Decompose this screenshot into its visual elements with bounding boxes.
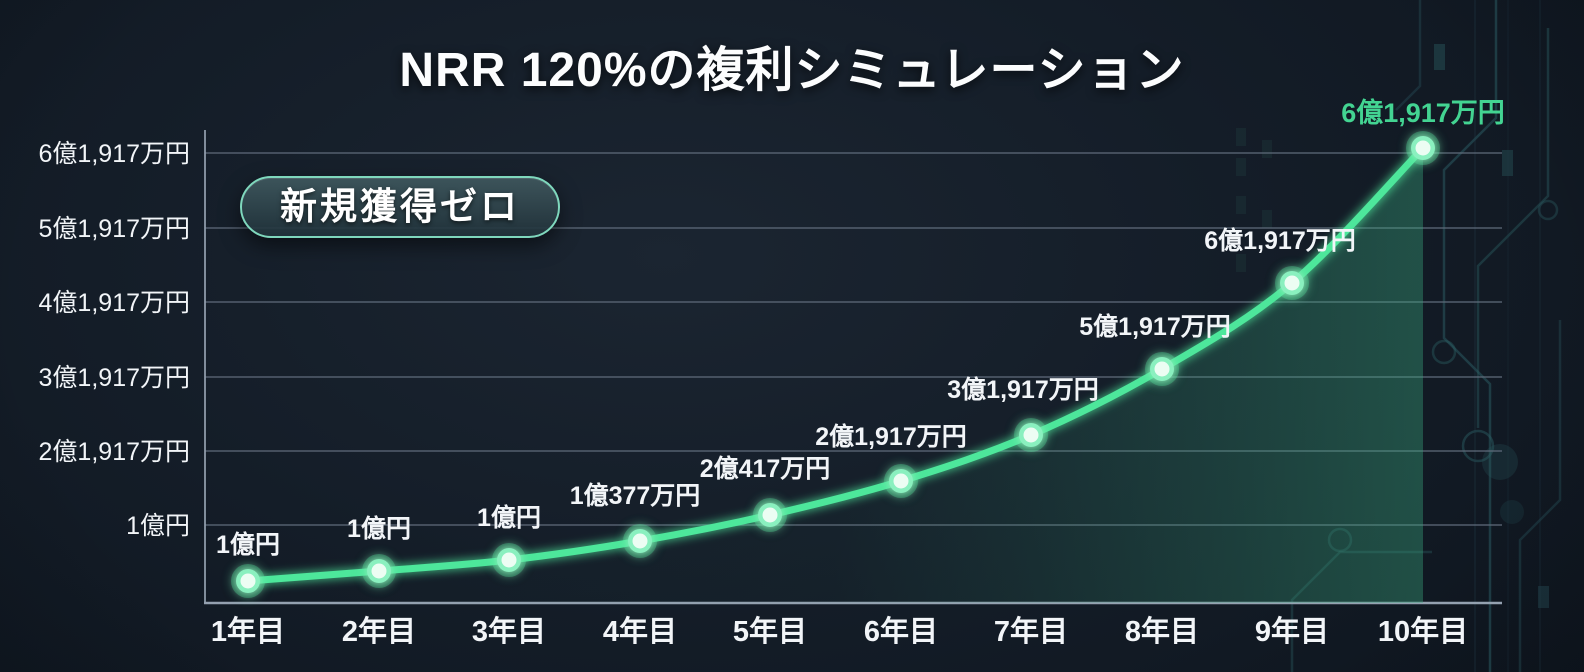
- point-value-label: 2億1,917万円: [815, 422, 966, 451]
- y-axis-tick-label: 2億1,917万円: [39, 438, 190, 466]
- x-axis-label: 7年目: [994, 614, 1068, 648]
- point-value-label: 1億377万円: [570, 481, 701, 510]
- y-axis-tick-label: 6億1,917万円: [39, 140, 190, 168]
- data-points: [231, 131, 1440, 598]
- point-value-label: 5億1,917万円: [1079, 312, 1230, 341]
- zero-new-acquisition-badge: 新規獲得ゼロ: [240, 176, 560, 238]
- x-axis-label: 9年目: [1255, 614, 1329, 648]
- y-axis-tick-label: 3億1,917万円: [39, 364, 190, 392]
- data-point-core: [632, 533, 648, 549]
- y-axis-tick-label: 5億1,917万円: [39, 215, 190, 243]
- x-axis-label: 2年目: [342, 614, 416, 648]
- data-point-core: [1154, 361, 1170, 377]
- data-point-core: [893, 473, 909, 489]
- revenue-area-fill: [248, 148, 1423, 603]
- y-axis-tick-label: 1億円: [126, 512, 190, 540]
- data-point-core: [240, 573, 256, 589]
- point-value-label: 1億円: [347, 514, 411, 543]
- point-value-label: 1億円: [477, 503, 541, 532]
- point-value-label: 1億円: [216, 530, 280, 559]
- point-value-label: 2億417万円: [700, 454, 831, 483]
- x-axis-label: 10年目: [1378, 614, 1468, 648]
- x-axis-label: 1年目: [211, 614, 285, 648]
- revenue-line: [244, 144, 1427, 585]
- x-axis-label: 6年目: [864, 614, 938, 648]
- point-value-label: 6億1,917万円: [1204, 226, 1355, 255]
- x-axis-label: 8年目: [1125, 614, 1199, 648]
- point-value-label: 6億1,917万円: [1341, 98, 1505, 128]
- data-point-core: [501, 552, 517, 568]
- chart-title: NRR 120%の複利シミュレーション: [399, 44, 1185, 97]
- y-axis-tick-label: 4億1,917万円: [39, 289, 190, 317]
- data-point-core: [371, 563, 387, 579]
- x-axis-label: 5年目: [733, 614, 807, 648]
- x-axis-label: 4年目: [603, 614, 677, 648]
- data-point-core: [1023, 427, 1039, 443]
- badge-label: 新規獲得ゼロ: [280, 186, 520, 227]
- data-point-core: [762, 507, 778, 523]
- x-axis-label: 3年目: [472, 614, 546, 648]
- data-point-core: [1415, 140, 1431, 156]
- point-value-label: 3億1,917万円: [947, 375, 1098, 404]
- data-point-core: [1284, 275, 1300, 291]
